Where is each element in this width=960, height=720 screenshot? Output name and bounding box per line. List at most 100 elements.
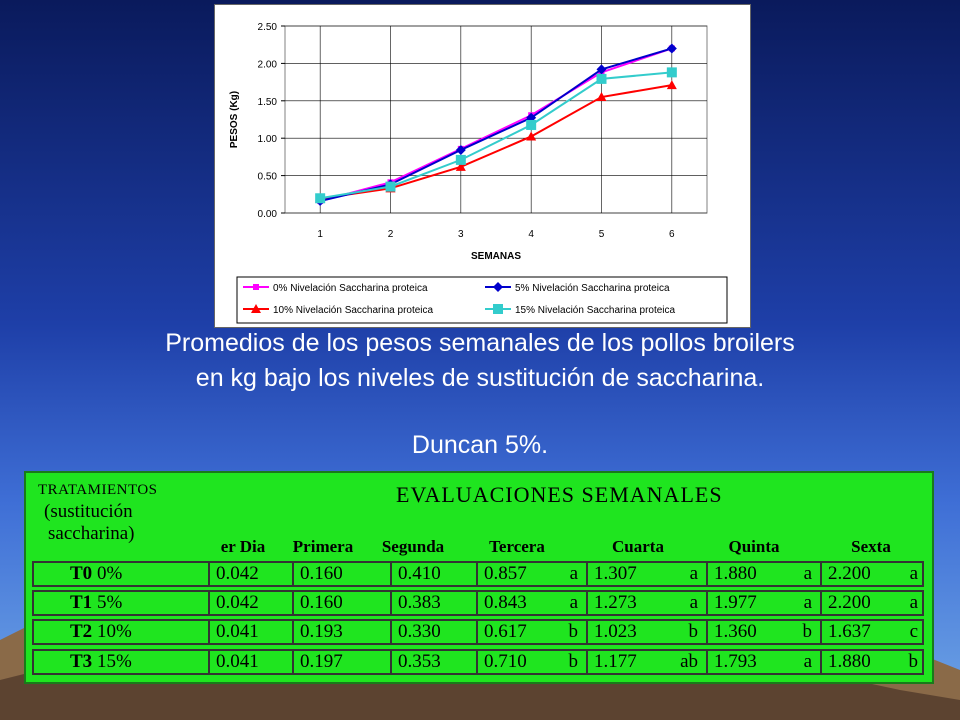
duncan-letter: b — [908, 651, 919, 672]
column-header: Segunda — [381, 537, 445, 556]
table-cell: 0.857 a — [476, 563, 586, 585]
legend-marker — [253, 284, 259, 290]
table-cell: 0.197 — [292, 651, 390, 673]
table-cell: 1.307 a — [586, 563, 706, 585]
table-cell: 1.023 b — [586, 621, 706, 643]
cell-value: 1.880 — [714, 563, 757, 584]
duncan-results-table: TRATAMIENTOS (sustitución saccharina) EV… — [24, 471, 934, 684]
cell-value: 0.843 — [484, 592, 527, 613]
table-cell: 1.177 ab — [586, 651, 706, 673]
y-tick-label: 2.50 — [258, 22, 278, 33]
cell-divider — [820, 651, 822, 673]
data-point — [315, 193, 326, 204]
table-cell: 0.041 — [208, 651, 292, 673]
legend-label: 15% Nivelación Saccharina proteica — [515, 305, 676, 316]
cell-divider — [292, 651, 294, 673]
cell-value: 1.177 — [594, 651, 637, 672]
column-header: Cuarta — [612, 537, 664, 556]
weight-line-chart: 0.00 0.50 1.00 1.50 2.00 2.50 1 2 3 4 5 6 SEMANAS PES… — [229, 22, 728, 324]
duncan-letter: a — [689, 563, 698, 584]
cell-divider — [706, 563, 708, 585]
cell-divider — [820, 621, 822, 643]
legend-label: 5% Nivelación Saccharina proteica — [515, 283, 670, 294]
data-point — [526, 119, 537, 130]
column-header: Sexta — [851, 537, 891, 556]
data-point — [455, 144, 466, 155]
table-row: T1 5% 0.042 0.160 0.383 0.843 a 1.273 a 1.977 a 2.… — [32, 590, 924, 616]
duncan-letter: a — [689, 592, 698, 613]
treatment-code: T2 — [70, 621, 93, 642]
data-point — [596, 73, 607, 84]
duncan-letter: a — [909, 592, 918, 613]
cell-divider — [292, 592, 294, 614]
table-row: T0 0% 0.042 0.160 0.410 0.857 a 1.307 a 1.880 a 2.… — [32, 561, 924, 587]
legend-marker — [493, 304, 503, 314]
cell-value: 1.880 — [828, 651, 871, 672]
treatment-code: T0 — [70, 563, 93, 584]
data-point — [526, 131, 537, 141]
duncan-letter: a — [803, 592, 812, 613]
series-line — [320, 84, 673, 200]
x-tick-label: 5 — [599, 229, 605, 240]
table-cell: 0.330 — [390, 621, 476, 643]
treatment-percent: 5% — [92, 592, 123, 613]
y-tick-label: 2.00 — [258, 59, 278, 70]
cell-divider — [820, 563, 822, 585]
y-tick-label: 0.00 — [258, 209, 278, 220]
cell-value: 0.042 — [216, 563, 259, 584]
table-cell: 2.200 a — [820, 563, 926, 585]
cell-value: 0.160 — [300, 563, 343, 584]
table-cell: 2.200 a — [820, 592, 926, 614]
x-tick-label: 3 — [458, 229, 464, 240]
table-cell: 0.193 — [292, 621, 390, 643]
table-row: T3 15% 0.041 0.197 0.353 0.710 b 1.177 ab 1.793 a… — [32, 649, 924, 675]
table-title: EVALUACIONES SEMANALES — [396, 482, 723, 507]
duncan-letter: c — [909, 621, 918, 642]
x-tick-label: 6 — [669, 229, 675, 240]
column-header: Quinta — [728, 537, 780, 556]
y-axis-label: PESOS (Kg) — [229, 91, 240, 148]
data-point — [666, 80, 677, 90]
column-header: Primera — [292, 537, 354, 556]
data-point — [596, 92, 607, 102]
cell-value: 1.023 — [594, 621, 637, 642]
table-cell: 1.360 b — [706, 621, 820, 643]
duncan-letter: ab — [680, 651, 698, 672]
cell-value: 1.977 — [714, 592, 757, 613]
table-cell: 0.617 b — [476, 621, 586, 643]
table-cell: 0.041 — [208, 621, 292, 643]
cell-divider — [586, 651, 588, 673]
treatment-percent: 10% — [92, 621, 132, 642]
cell-divider — [586, 621, 588, 643]
cell-divider — [390, 563, 392, 585]
cell-value: 1.273 — [594, 592, 637, 613]
y-tick-label: 1.00 — [258, 134, 278, 145]
treatment-code: T1 — [70, 592, 93, 613]
cell-divider — [476, 563, 478, 585]
treatment-percent: 0% — [92, 563, 123, 584]
duncan-letter: a — [803, 563, 812, 584]
cell-value: 1.360 — [714, 621, 757, 642]
cell-value: 1.637 — [828, 621, 871, 642]
cell-value: 0.193 — [300, 621, 343, 642]
table-cell: 1.880 a — [706, 563, 820, 585]
cell-value: 1.307 — [594, 563, 637, 584]
x-tick-label: 4 — [528, 229, 534, 240]
legend-marker — [493, 282, 503, 292]
treatment-header-line-1: TRATAMIENTOS — [38, 482, 158, 498]
line-chart-panel: 0.00 0.50 1.00 1.50 2.00 2.50 1 2 3 4 5 6 SEMANAS PES… — [214, 4, 751, 328]
column-header: er Dia — [220, 537, 266, 556]
cell-divider — [476, 621, 478, 643]
cell-value: 0.410 — [398, 563, 441, 584]
cell-divider — [390, 651, 392, 673]
table-cell: 1.637 c — [820, 621, 926, 643]
cell-value: 0.617 — [484, 621, 527, 642]
cell-divider — [706, 621, 708, 643]
cell-value: 0.042 — [216, 592, 259, 613]
table-cell: 0.410 — [390, 563, 476, 585]
cell-divider — [476, 651, 478, 673]
cell-value: 0.710 — [484, 651, 527, 672]
data-point — [666, 67, 677, 78]
cell-divider — [292, 563, 294, 585]
duncan-letter: a — [569, 592, 578, 613]
